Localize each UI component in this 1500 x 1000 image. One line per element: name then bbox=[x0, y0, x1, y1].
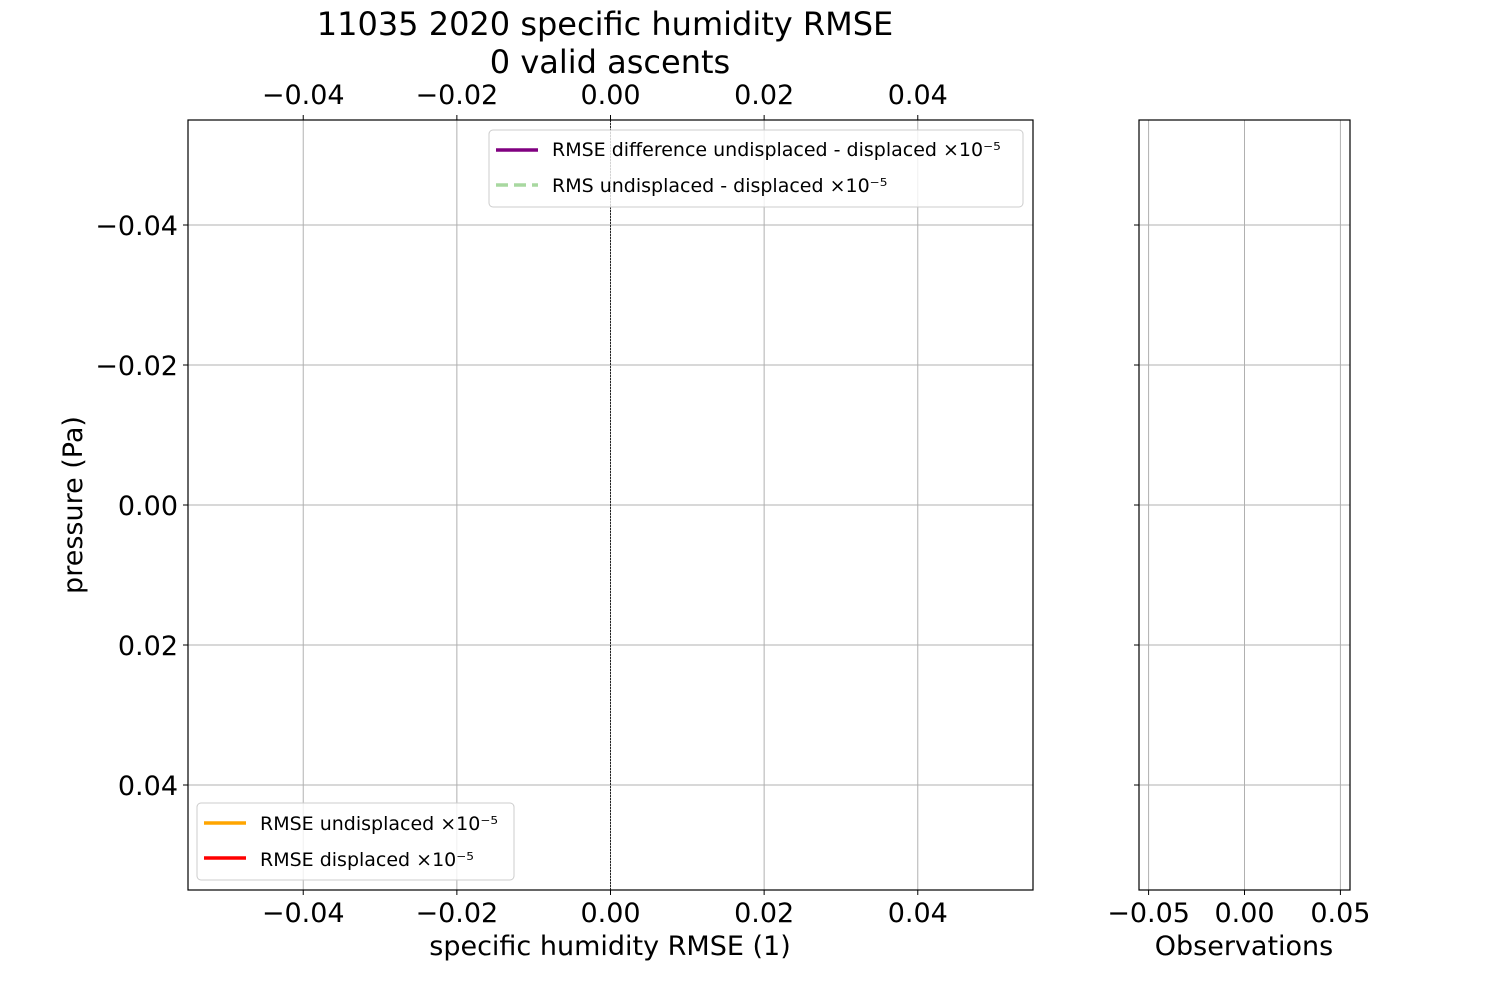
legend-label-rms-undisplaced: RMS undisplaced - displaced ×10⁻⁵ bbox=[552, 175, 887, 197]
x-tick-label: 0.00 bbox=[580, 898, 640, 929]
y-tick-label: 0.00 bbox=[118, 491, 178, 522]
y-tick-label: 0.02 bbox=[118, 631, 178, 662]
x-axis-label: specific humidity RMSE (1) bbox=[429, 931, 791, 962]
legend-box bbox=[196, 802, 515, 881]
top-tick-label: −0.04 bbox=[262, 80, 345, 111]
legend-lower-left: RMSE undisplaced ×10⁻⁵ RMSE displaced ×1… bbox=[196, 802, 515, 881]
observations-x-axis-label: Observations bbox=[1155, 931, 1333, 962]
main-axes: −0.04 −0.04 −0.02 −0.02 0.00 0.00 0.02 0.02 0.04… bbox=[58, 80, 1034, 962]
x-tick-label: −0.04 bbox=[262, 898, 345, 929]
obs-x-tick-label: 0.00 bbox=[1214, 898, 1274, 929]
top-tick-label: −0.02 bbox=[415, 80, 498, 111]
obs-x-tick-label: −0.05 bbox=[1107, 898, 1190, 929]
legend-box bbox=[488, 129, 1024, 208]
y-tick-label: −0.02 bbox=[95, 351, 178, 382]
y-tick-label: 0.04 bbox=[118, 771, 178, 802]
x-tick-label: −0.02 bbox=[415, 898, 498, 929]
y-axis-label: pressure (Pa) bbox=[58, 416, 89, 594]
legend-label-rmse-undisplaced: RMSE undisplaced ×10⁻⁵ bbox=[260, 813, 498, 835]
x-tick-label: 0.04 bbox=[888, 898, 948, 929]
top-tick-label: 0.04 bbox=[888, 80, 948, 111]
legend-label-rmse-displaced: RMSE displaced ×10⁻⁵ bbox=[260, 849, 474, 871]
top-tick-label: 0.00 bbox=[580, 80, 640, 111]
legend-upper-right: RMSE difference undisplaced - displaced … bbox=[488, 129, 1024, 208]
x-tick-label: 0.02 bbox=[734, 898, 794, 929]
chart-subtitle: 0 valid ascents bbox=[490, 43, 730, 81]
obs-x-tick-label: 0.05 bbox=[1310, 898, 1370, 929]
chart-title: 11035 2020 specific humidity RMSE bbox=[317, 5, 894, 43]
y-tick-label: −0.04 bbox=[95, 211, 178, 242]
top-tick-label: 0.02 bbox=[734, 80, 794, 111]
observations-axes: −0.05 0.00 0.05 Observations bbox=[1107, 119, 1370, 962]
legend-label-rmse-difference: RMSE difference undisplaced - displaced … bbox=[552, 139, 1001, 161]
